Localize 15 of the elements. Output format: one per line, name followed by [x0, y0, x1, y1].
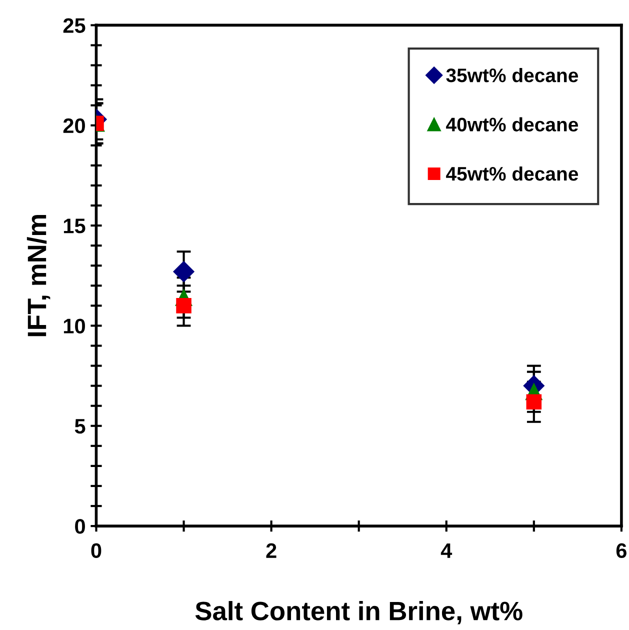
y-tick-label: 10 — [64, 318, 85, 334]
legend-label: 45wt% decane — [446, 166, 578, 181]
y-axis-title: IFT, mN/m — [26, 214, 50, 336]
y-tick-label: 5 — [74, 419, 86, 434]
legend-label: 35wt% decane — [446, 68, 578, 82]
y-tick-label: 20 — [63, 118, 85, 134]
legend-label: 40wt% decane — [446, 117, 578, 132]
x-tick-label: 0 — [91, 543, 102, 558]
x-tick-label: 2 — [266, 543, 276, 558]
x-tick-label: 4 — [440, 543, 452, 558]
x-tick-label: 6 — [616, 543, 626, 558]
x-axis-title: Salt Content in Brine, wt% — [195, 601, 522, 624]
y-tick-label: 15 — [64, 218, 86, 234]
y-tick-label: 25 — [63, 18, 86, 33]
y-tick-label: 0 — [75, 519, 85, 534]
